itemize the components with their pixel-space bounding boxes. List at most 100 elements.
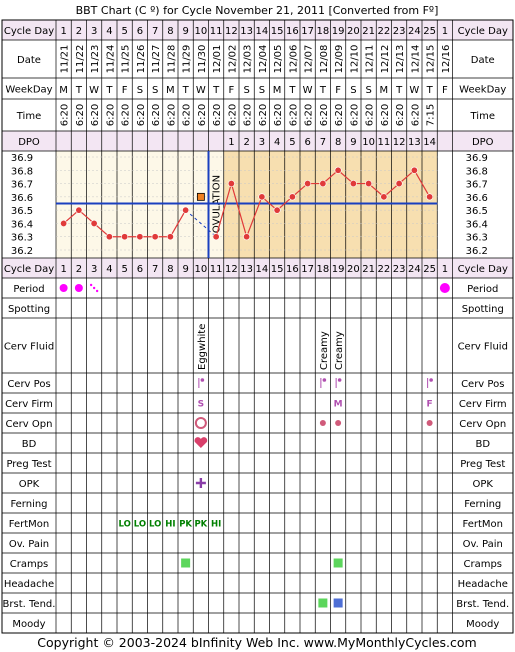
row-label-right-opk: OPK — [473, 479, 494, 490]
date-cell: 12/11 — [365, 45, 376, 74]
date-cell: 12/13 — [395, 45, 406, 74]
temp-point — [60, 219, 68, 227]
dpo-cell: 9 — [350, 137, 356, 148]
row-label-right-bd: BD — [475, 439, 490, 450]
chart-title: BBT Chart (C º) for Cycle November 21, 2… — [76, 4, 439, 17]
date-cell: 11/22 — [75, 45, 86, 74]
row-label-right-cerv_opn: Cerv Opn — [459, 419, 506, 430]
cycle-day-top: 10 — [195, 26, 208, 37]
weekday-cell: F — [122, 85, 128, 96]
date-cell: 12/08 — [319, 45, 330, 74]
header-row-bg — [2, 131, 513, 151]
row-label-left-preg_test: Preg Test — [6, 459, 51, 470]
cerv-opn-mark — [194, 417, 207, 429]
weekday-cell: M — [380, 85, 389, 96]
cycle-day-bottom: 3 — [91, 264, 97, 275]
copyright-footer: Copyright © 2003-2024 bInfinity Web Inc.… — [37, 635, 476, 650]
cycle-day-bottom: 23 — [393, 264, 406, 275]
time-cell: 6:20 — [151, 104, 162, 126]
y-tick-label-left: 36.5 — [11, 206, 33, 217]
date-cell: 11/28 — [166, 45, 177, 74]
weekday-cell: S — [243, 85, 249, 96]
weekday-cell: W — [409, 85, 419, 96]
row-label-right-preg_test: Preg Test — [460, 459, 505, 470]
cerv-opn-mark — [319, 420, 326, 426]
row-label-right-spotting: Spotting — [462, 304, 504, 315]
cramps-mark — [181, 558, 191, 568]
weekday-cell: M — [59, 85, 68, 96]
row-label-right-ov_pain: Ov. Pain — [463, 539, 503, 550]
row-label-right-date: Date — [471, 55, 495, 66]
y-tick-label-right: 36.3 — [466, 233, 488, 244]
cycle-day-bottom: 4 — [106, 264, 112, 275]
weekday-cell: T — [105, 85, 113, 96]
cycle-day-top: 4 — [106, 26, 112, 37]
cerv-pos-dot — [337, 378, 342, 382]
weekday-cell: T — [319, 85, 327, 96]
row-label-left-cramps: Cramps — [10, 559, 49, 570]
row-label-right-cerv_pos: Cerv Pos — [461, 379, 504, 390]
weekday-cell: T — [75, 85, 83, 96]
row-label-left-cerv_pos: Cerv Pos — [7, 379, 50, 390]
weekday-cell: F — [442, 85, 448, 96]
temp-point — [227, 180, 235, 188]
cerv-fluid-mark: Eggwhite — [197, 324, 208, 370]
row-label-left-ferning: Ferning — [10, 499, 47, 510]
temp-gap-connector — [185, 209, 217, 238]
cycle-day-bottom: 5 — [121, 264, 127, 275]
row-label-left-time: Time — [16, 111, 41, 122]
y-tick-label-left: 36.8 — [11, 166, 33, 177]
cycle-day-bottom: 14 — [256, 264, 269, 275]
discarded-temp-point — [196, 192, 205, 201]
y-tick-label-left: 36.9 — [11, 153, 33, 164]
temp-point — [319, 180, 327, 188]
y-tick-label-right: 36.5 — [466, 206, 488, 217]
time-cell: 6:20 — [105, 104, 116, 126]
cycle-day-top: 19 — [332, 26, 345, 37]
date-cell: 12/05 — [273, 45, 284, 74]
cycle-day-top: 14 — [256, 26, 269, 37]
weekday-cell: T — [288, 85, 296, 96]
cycle-day-bottom: 15 — [271, 264, 284, 275]
opk-plus-icon — [195, 478, 206, 488]
cycle-day-top: 25 — [423, 26, 436, 37]
time-cell: 6:20 — [166, 104, 177, 126]
cycle-day-bottom: 25 — [423, 264, 436, 275]
temp-point — [136, 233, 144, 241]
date-cell: 12/02 — [227, 45, 238, 74]
weekday-cell: T — [395, 85, 403, 96]
time-cell: 6:20 — [334, 104, 345, 126]
row-label-right-ferning: Ferning — [464, 499, 501, 510]
dpo-cell: 10 — [362, 137, 375, 148]
y-tick-label-left: 36.4 — [11, 219, 33, 230]
date-cell: 11/30 — [197, 45, 208, 74]
cycle-day-bottom: 24 — [408, 264, 421, 275]
temp-point — [90, 219, 98, 227]
row-label-right-moody: Moody — [466, 619, 499, 630]
cycle-day-top: 21 — [362, 26, 375, 37]
date-cell: 11/23 — [90, 45, 101, 74]
cycle-day-top: 1 — [60, 26, 66, 37]
row-label-right-weekday: WeekDay — [459, 85, 506, 96]
cramps-mark — [333, 558, 343, 568]
cycle-day-bottom: 1 — [60, 264, 66, 275]
date-cell: 11/24 — [105, 45, 116, 74]
temp-point — [258, 193, 266, 201]
row-label-left-ov_pain: Ov. Pain — [9, 539, 49, 550]
row-label-right-cramps: Cramps — [463, 559, 502, 570]
time-cell: 6:20 — [212, 104, 223, 126]
cerv-fluid-mark: Creamy — [334, 331, 345, 370]
time-cell: 6:20 — [395, 104, 406, 126]
y-tick-label-right: 36.4 — [466, 219, 488, 230]
temp-point — [349, 180, 357, 188]
cycle-day-bottom: 9 — [182, 264, 188, 275]
temp-point — [304, 180, 312, 188]
dpo-cell: 5 — [289, 137, 295, 148]
weekday-cell: M — [166, 85, 175, 96]
cerv-pos-dot — [322, 378, 327, 382]
time-cell: 7:15 — [426, 104, 437, 126]
row-label-left-cycle_day: Cycle Day — [4, 264, 54, 275]
spotting-mark — [95, 289, 99, 293]
time-cell: 6:20 — [227, 104, 238, 126]
